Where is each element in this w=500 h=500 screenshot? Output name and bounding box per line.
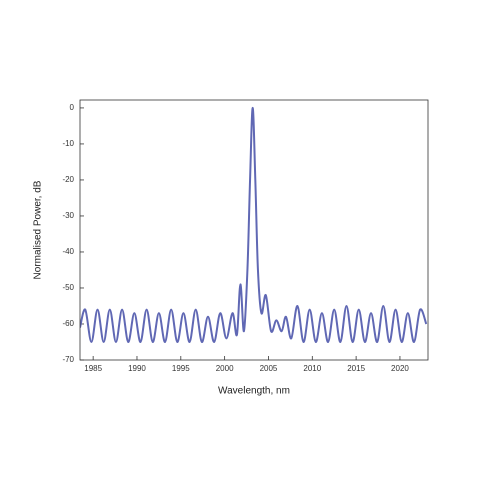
x-tick-label: 1985	[84, 364, 102, 373]
y-tick-label: -40	[62, 247, 74, 256]
y-tick-label: -20	[62, 175, 74, 184]
y-axis-title: Normalised Power, dB	[33, 180, 44, 279]
y-tick-label: 0	[70, 103, 75, 112]
y-tick-label: -60	[62, 319, 74, 328]
x-tick-label: 1990	[128, 364, 146, 373]
y-tick-label: -10	[62, 139, 74, 148]
x-tick-label: 2020	[391, 364, 409, 373]
x-tick-label: 2005	[260, 364, 278, 373]
y-tick-label: -70	[62, 355, 74, 364]
spectrum-line	[80, 106, 428, 343]
x-tick-label: 2000	[216, 364, 234, 373]
y-tick-label: -50	[62, 283, 74, 292]
x-tick-label: 2010	[303, 364, 321, 373]
x-tick-label: 1995	[172, 364, 190, 373]
x-axis-title: Wavelength, nm	[218, 386, 290, 397]
plot-frame	[79, 99, 429, 361]
x-tick-label: 2015	[347, 364, 365, 373]
y-tick-label: -30	[62, 211, 74, 220]
